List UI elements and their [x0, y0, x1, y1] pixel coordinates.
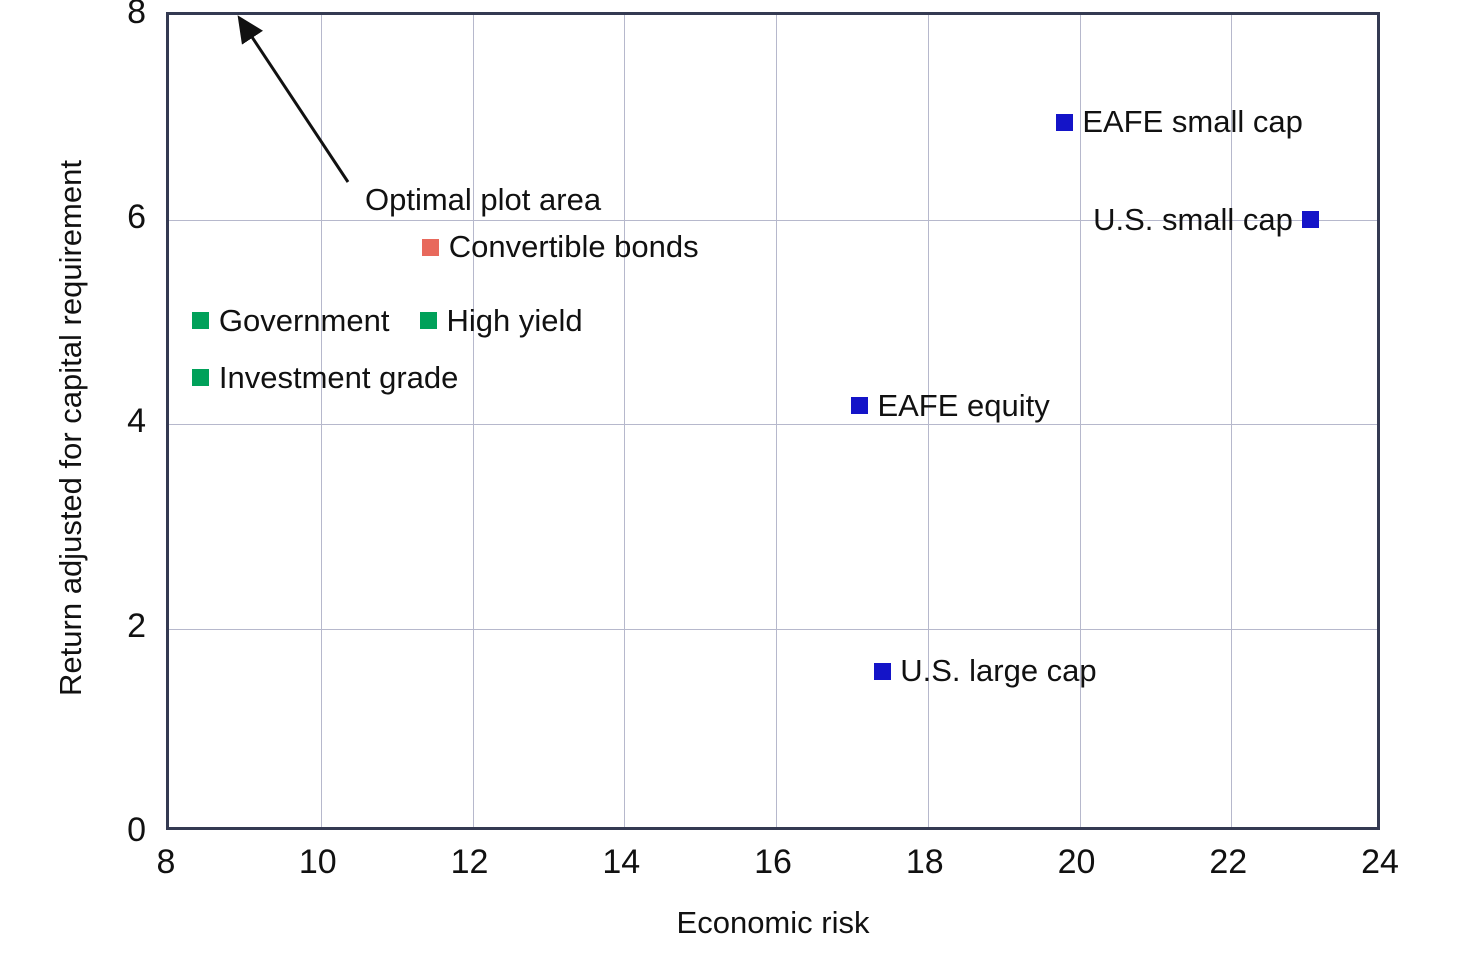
gridline-vertical — [927, 15, 929, 827]
data-point-marker[interactable] — [1302, 211, 1320, 228]
data-point-marker[interactable] — [850, 397, 868, 415]
x-tick-label: 16 — [754, 843, 792, 881]
gridline-vertical — [320, 15, 322, 827]
data-point-label: EAFE equity — [877, 387, 1050, 423]
data-point-label: U.S. small cap — [1093, 201, 1293, 237]
data-point-marker[interactable] — [422, 238, 440, 256]
annotation-label: Optimal plot area — [365, 182, 602, 217]
y-tick-label: 2 — [127, 606, 146, 645]
y-tick-label: 4 — [127, 402, 146, 440]
data-point-marker[interactable] — [419, 312, 437, 330]
data-point-label: Convertible bonds — [448, 229, 699, 265]
data-point-label: Government — [218, 302, 390, 338]
gridline-vertical — [1079, 15, 1081, 827]
gridline-horizontal — [169, 424, 1377, 425]
x-tick-label: 10 — [298, 843, 337, 881]
data-point-marker[interactable] — [192, 369, 210, 387]
x-tick-label: 22 — [1209, 843, 1248, 881]
x-tick-label: 12 — [450, 843, 489, 881]
data-point-marker[interactable] — [192, 312, 210, 330]
x-tick-label: 20 — [1057, 843, 1096, 881]
data-point-label: EAFE small cap — [1082, 104, 1303, 140]
data-point-marker[interactable] — [873, 662, 891, 680]
gridline-vertical — [776, 15, 777, 827]
x-tick-label: 8 — [156, 843, 176, 881]
x-tick-label: 24 — [1361, 843, 1399, 881]
y-tick-label: 6 — [127, 197, 146, 236]
gridline-horizontal — [169, 219, 1377, 221]
y-tick-label: 0 — [127, 811, 146, 849]
gridline-vertical — [472, 15, 474, 827]
data-point-label: Investment grade — [218, 359, 459, 395]
plot-area: EAFE small cap U.S. small cap EAFE equity U… — [166, 12, 1380, 830]
gridline-vertical — [624, 15, 626, 827]
y-tick-label: 8 — [127, 0, 146, 31]
data-point-label: U.S. large cap — [900, 653, 1097, 689]
x-tick-label: 18 — [905, 843, 944, 881]
data-point-label: High yield — [446, 302, 583, 338]
y-axis-title: Return adjusted for capital requirement — [53, 160, 88, 696]
data-point-marker[interactable] — [1055, 113, 1073, 131]
x-axis-title: Economic risk — [676, 905, 870, 940]
gridline-horizontal — [169, 628, 1377, 630]
gridline-vertical — [1231, 15, 1233, 827]
x-tick-label: 14 — [602, 843, 641, 881]
